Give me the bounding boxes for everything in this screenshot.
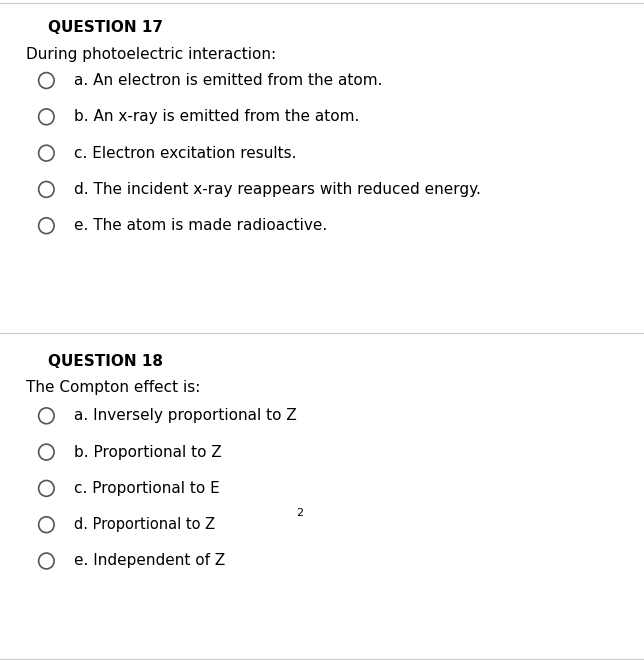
Text: a. An electron is emitted from the atom.: a. An electron is emitted from the atom. [74,73,383,88]
Text: QUESTION 18: QUESTION 18 [48,354,164,368]
Text: The Compton effect is:: The Compton effect is: [26,380,200,395]
Circle shape [39,218,54,234]
Text: QUESTION 17: QUESTION 17 [48,20,164,35]
Text: d. The incident x-ray reappears with reduced energy.: d. The incident x-ray reappears with red… [74,182,481,197]
Text: b. An x-ray is emitted from the atom.: b. An x-ray is emitted from the atom. [74,110,359,124]
Circle shape [39,480,54,496]
Circle shape [39,553,54,569]
Circle shape [39,73,54,88]
Text: b. Proportional to Z: b. Proportional to Z [74,445,222,459]
Circle shape [39,408,54,424]
Text: c. Electron excitation results.: c. Electron excitation results. [74,146,296,160]
Text: d. Proportional to Z: d. Proportional to Z [74,517,215,532]
Circle shape [39,145,54,161]
Text: e. The atom is made radioactive.: e. The atom is made radioactive. [74,218,327,233]
Text: During photoelectric interaction:: During photoelectric interaction: [26,47,276,61]
Circle shape [39,517,54,533]
Circle shape [39,444,54,460]
Circle shape [39,182,54,197]
Text: 2: 2 [296,508,303,518]
Circle shape [39,109,54,125]
Text: c. Proportional to E: c. Proportional to E [74,481,220,496]
Text: a. Inversely proportional to Z: a. Inversely proportional to Z [74,409,297,423]
Text: e. Independent of Z: e. Independent of Z [74,554,225,568]
